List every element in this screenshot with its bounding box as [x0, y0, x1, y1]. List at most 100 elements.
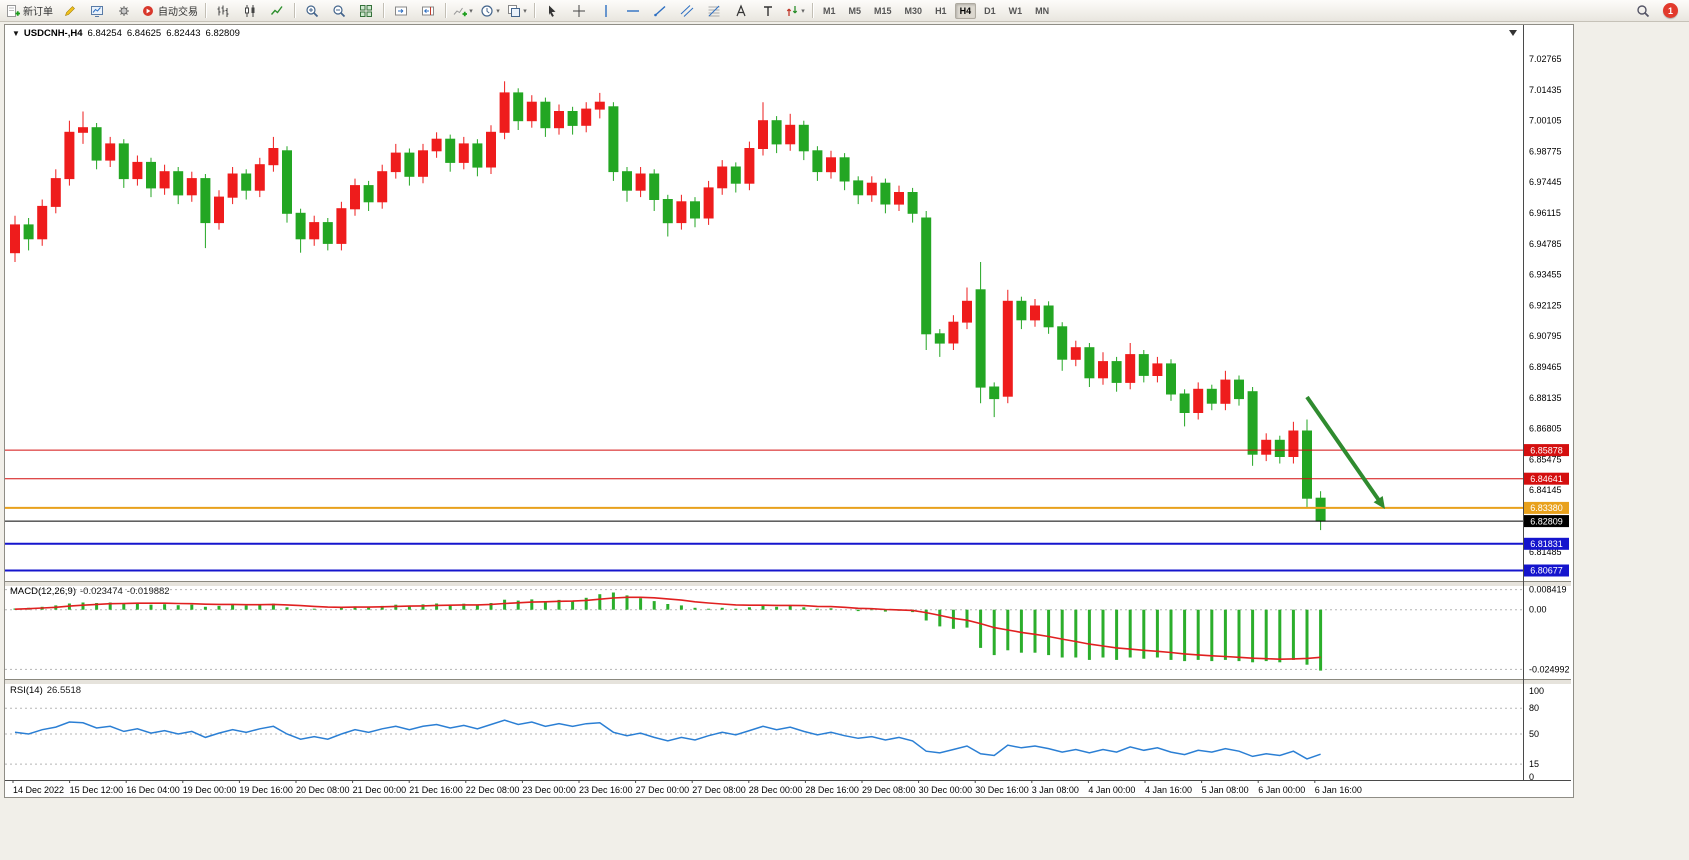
text-button[interactable] [728, 1, 754, 21]
indicators-icon [453, 4, 468, 18]
chart-canvas[interactable]: 7.02765 7.01435 7.00105 6.98775 6.97445 6.961… [5, 25, 1571, 795]
svg-text:19 Dec 16:00: 19 Dec 16:00 [239, 785, 293, 795]
bar-chart-button[interactable] [210, 1, 236, 21]
arrows-dropdown-icon[interactable]: ▾ [801, 7, 805, 15]
channel-button[interactable] [674, 1, 700, 21]
timeframe-m1[interactable]: M1 [823, 5, 836, 16]
autotrading-icon [141, 4, 155, 18]
panel-frames [5, 25, 1571, 781]
new-order-button[interactable]: 新订单 [3, 1, 56, 21]
svg-text:-0.024992: -0.024992 [1529, 664, 1570, 674]
indicators-button[interactable]: ▾ [450, 1, 476, 21]
templates-dropdown-icon[interactable]: ▾ [523, 7, 527, 15]
toolbar-separator [205, 3, 206, 18]
svg-text:4 Jan 00:00: 4 Jan 00:00 [1088, 785, 1135, 795]
toolbar-separator [445, 3, 446, 18]
autotrading-button[interactable]: 自动交易 [138, 1, 201, 21]
chart-shift-icon [421, 4, 435, 18]
svg-text:28 Dec 00:00: 28 Dec 00:00 [749, 785, 803, 795]
svg-text:30 Dec 16:00: 30 Dec 16:00 [975, 785, 1029, 795]
chart-window-usdcnh[interactable]: 7.02765 7.01435 7.00105 6.98775 6.97445 6.961… [4, 24, 1574, 798]
timeframe-m5[interactable]: M5 [848, 5, 862, 16]
svg-text:7.00105: 7.00105 [1529, 116, 1562, 126]
candlestick-chart-icon [243, 4, 257, 18]
svg-text:15: 15 [1529, 759, 1539, 769]
candles-layer[interactable] [10, 81, 1326, 531]
bar-chart-icon [216, 4, 230, 18]
svg-text:19 Dec 00:00: 19 Dec 00:00 [183, 785, 237, 795]
periods-dropdown-icon[interactable]: ▾ [496, 7, 500, 15]
vertical-line-button[interactable] [593, 1, 619, 21]
macd-panel[interactable]: 0.008419 0.00 -0.024992 [5, 585, 1570, 675]
channel-icon [680, 4, 694, 18]
text-label-button[interactable] [755, 1, 781, 21]
periods-button[interactable]: ▾ [477, 1, 503, 21]
zoom-out-button[interactable] [326, 1, 352, 21]
time-axis[interactable]: 14 Dec 2022 15 Dec 12:00 16 Dec 04:00 19 De… [12, 780, 1362, 795]
search-button[interactable] [1630, 1, 1656, 21]
timeframe-h1[interactable]: H1 [935, 5, 947, 16]
svg-text:27 Dec 00:00: 27 Dec 00:00 [636, 785, 690, 795]
fibonacci-icon [707, 4, 721, 18]
trend-arrow-annotation[interactable] [1305, 395, 1385, 509]
svg-text:6.98775: 6.98775 [1529, 146, 1562, 156]
svg-text:6.84641: 6.84641 [1530, 474, 1563, 484]
svg-text:7.02765: 7.02765 [1529, 54, 1562, 64]
svg-text:14 Dec 2022: 14 Dec 2022 [13, 785, 64, 795]
timeframe-m15[interactable]: M15 [874, 5, 892, 16]
candlestick-chart-button[interactable] [237, 1, 263, 21]
chart-shift-marker-icon[interactable] [1509, 30, 1517, 36]
expert-advisors-icon [117, 4, 131, 18]
metaeditor-button[interactable] [57, 1, 83, 21]
chart-windows-button[interactable] [84, 1, 110, 21]
svg-text:50: 50 [1529, 729, 1539, 739]
timeframe-w1[interactable]: W1 [1008, 5, 1023, 16]
indicators-dropdown-icon[interactable]: ▾ [469, 7, 473, 15]
svg-text:6.93455: 6.93455 [1529, 270, 1562, 280]
svg-text:0.00: 0.00 [1529, 605, 1547, 615]
svg-text:16 Dec 04:00: 16 Dec 04:00 [126, 785, 180, 795]
cursor-icon [545, 4, 559, 18]
horizontal-lines-layer[interactable] [5, 449, 1523, 572]
crosshair-button[interactable] [566, 1, 592, 21]
timeframe-d1[interactable]: D1 [984, 5, 996, 16]
svg-text:6 Jan 16:00: 6 Jan 16:00 [1315, 785, 1362, 795]
line-chart-button[interactable] [264, 1, 290, 21]
svg-text:3 Jan 08:00: 3 Jan 08:00 [1032, 785, 1079, 795]
svg-text:22 Dec 08:00: 22 Dec 08:00 [466, 785, 520, 795]
svg-text:6 Jan 00:00: 6 Jan 00:00 [1258, 785, 1305, 795]
notification-badge[interactable]: 1 [1663, 3, 1678, 18]
svg-text:15 Dec 12:00: 15 Dec 12:00 [70, 785, 124, 795]
templates-button[interactable]: ▾ [504, 1, 530, 21]
svg-text:4 Jan 16:00: 4 Jan 16:00 [1145, 785, 1192, 795]
svg-text:6.85878: 6.85878 [1530, 445, 1563, 455]
horizontal-line-button[interactable] [620, 1, 646, 21]
svg-text:5 Jan 08:00: 5 Jan 08:00 [1202, 785, 1249, 795]
svg-text:6.90795: 6.90795 [1529, 331, 1562, 341]
timeframe-mn[interactable]: MN [1035, 5, 1050, 16]
new-order-label: 新订单 [23, 7, 53, 18]
zoom-in-button[interactable] [299, 1, 325, 21]
text-label-icon [761, 4, 775, 18]
zoom-out-icon [332, 4, 346, 18]
search-icon [1636, 4, 1650, 18]
svg-text:6.86805: 6.86805 [1529, 424, 1562, 434]
timeframe-h4[interactable]: H4 [954, 2, 977, 19]
price-axis[interactable]: 7.02765 7.01435 7.00105 6.98775 6.97445 6.961… [1524, 54, 1569, 577]
tile-windows-icon [359, 4, 373, 18]
timeframe-m30[interactable]: M30 [904, 5, 923, 16]
arrows-button[interactable]: ▾ [782, 1, 808, 21]
auto-scroll-button[interactable] [388, 1, 414, 21]
rsi-panel[interactable]: 100 80 50 15 0 [5, 686, 1544, 782]
tile-windows-button[interactable] [353, 1, 379, 21]
fibonacci-button[interactable] [701, 1, 727, 21]
chart-shift-button[interactable] [415, 1, 441, 21]
cursor-button[interactable] [539, 1, 565, 21]
svg-text:6.81485: 6.81485 [1529, 547, 1562, 557]
svg-text:6.85475: 6.85475 [1529, 454, 1562, 464]
expert-advisors-button[interactable] [111, 1, 137, 21]
svg-text:6.82809: 6.82809 [1530, 516, 1563, 526]
svg-text:23 Dec 00:00: 23 Dec 00:00 [522, 785, 576, 795]
trendline-button[interactable] [647, 1, 673, 21]
macd-signal-line [14, 596, 1321, 661]
